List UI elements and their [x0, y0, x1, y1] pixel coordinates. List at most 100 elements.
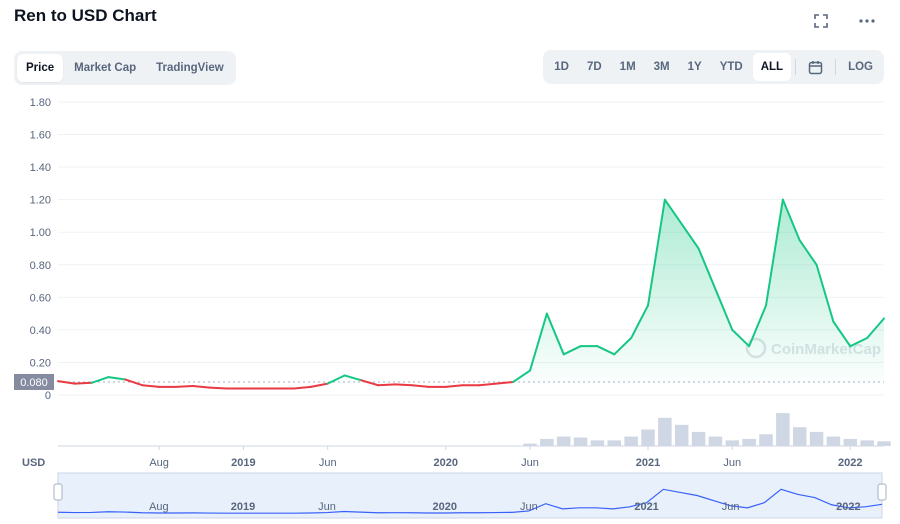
volume-bar — [658, 417, 672, 446]
header-actions — [810, 10, 878, 32]
navigator-line — [57, 488, 883, 514]
tab-tradingview[interactable]: TradingView — [156, 62, 224, 74]
volume-bar — [826, 436, 841, 446]
range-1d[interactable]: 1D — [554, 61, 569, 73]
volume-bar — [742, 438, 756, 446]
price-line-segment — [326, 374, 346, 385]
navigator-label: 2019 — [231, 501, 255, 513]
navigator-label: Aug — [149, 501, 169, 513]
volume-bar — [792, 427, 807, 446]
navigator-label: 2021 — [634, 501, 658, 513]
range-3m[interactable]: 3M — [653, 61, 670, 73]
tab-price[interactable]: Price — [17, 54, 64, 82]
x-tick-label: 2022 — [838, 457, 862, 469]
price-line-segment — [596, 345, 616, 356]
volume-bar — [843, 438, 858, 446]
y-tick-label: 1.40 — [30, 162, 51, 174]
price-line-segment — [394, 383, 413, 387]
price-line-segment — [175, 385, 194, 388]
price-line-segment — [765, 198, 784, 307]
navigator-handle-left — [53, 483, 63, 501]
price-line-segment — [73, 381, 93, 385]
reference-badge — [14, 373, 54, 390]
volume-bar — [708, 436, 723, 446]
navigator-label: Jun — [520, 501, 538, 513]
chart-type-tabs: Price Market Cap TradingView — [14, 51, 236, 85]
range-ytd[interactable]: YTD — [719, 61, 743, 73]
y-tick-label: 1.20 — [30, 195, 51, 207]
y-tick-label: 0.20 — [30, 357, 51, 369]
volume-bar — [674, 424, 689, 446]
price-line-segment — [293, 385, 312, 390]
price-line-segment — [57, 380, 76, 385]
price-chart[interactable]: 1.801.601.401.201.000.800.600.400.200Coi… — [0, 92, 900, 470]
range-divider-2 — [835, 59, 837, 75]
price-line-segment — [680, 223, 700, 250]
x-tick-label: Aug — [149, 457, 169, 469]
price-line-segment — [107, 376, 127, 381]
navigator-window — [57, 472, 883, 519]
navigator-label: Jun — [318, 501, 336, 513]
time-range-selector: 1D 7D 1M 3M 1Y YTD ALL LOG — [543, 50, 884, 84]
x-tick-label: Jun — [723, 457, 741, 469]
tab-market-cap[interactable]: Market Cap — [74, 62, 137, 74]
y-tick-label: 1.60 — [30, 130, 51, 142]
price-line-segment — [191, 385, 211, 389]
price-line-segment — [90, 376, 110, 384]
range-divider — [795, 59, 797, 75]
price-line-segment — [815, 263, 835, 323]
navigator-label: Jun — [722, 501, 740, 513]
log-scale-button[interactable]: LOG — [848, 61, 873, 73]
x-tick-label: Jun — [521, 457, 539, 469]
price-line-segment — [697, 247, 717, 291]
expand-icon[interactable] — [810, 10, 832, 32]
volume-bar — [556, 436, 571, 446]
volume-bar — [860, 440, 874, 446]
range-1m[interactable]: 1M — [619, 61, 636, 73]
calendar-button[interactable] — [800, 53, 831, 81]
price-line-segment — [208, 386, 228, 390]
volume-bar — [776, 413, 790, 446]
price-line-segment — [798, 239, 818, 266]
price-line-segment — [832, 320, 852, 348]
price-line-segment — [309, 382, 329, 388]
navigator-label: 2022 — [836, 501, 860, 513]
range-all[interactable]: ALL — [752, 53, 792, 81]
price-line-segment — [663, 198, 683, 226]
volume-bar — [540, 438, 554, 446]
price-line-segment — [613, 337, 633, 356]
x-tick-label: 2021 — [636, 457, 660, 469]
x-tick-label: 2020 — [433, 457, 457, 469]
volume-bar — [725, 440, 740, 446]
more-dots-icon[interactable] — [856, 10, 878, 32]
volume-bar — [759, 434, 773, 446]
reference-label: 0.080 — [20, 377, 48, 389]
x-tick-label: 2019 — [231, 457, 255, 469]
calendar-icon — [808, 60, 823, 74]
price-line-segment — [141, 384, 161, 388]
y-tick-label: 0.40 — [30, 325, 51, 337]
volume-bar — [607, 440, 622, 446]
price-line-segment — [748, 304, 767, 348]
x-tick-label: Jun — [319, 457, 337, 469]
price-line-segment — [512, 369, 531, 383]
price-line-segment — [377, 383, 397, 387]
range-navigator[interactable]: Aug 2019 Jun 2020 Jun 2021 Jun 2022 — [0, 470, 900, 524]
price-line-segment — [647, 198, 666, 307]
volume-bar — [691, 431, 706, 446]
price-line-segment — [495, 380, 515, 385]
price-line-segment — [529, 312, 548, 372]
page-title: Ren to USD Chart — [14, 6, 157, 25]
navigator-label: 2020 — [433, 501, 457, 513]
y-tick-label: 1.00 — [30, 227, 51, 239]
price-line-segment — [444, 384, 464, 388]
price-line-segment — [731, 328, 751, 348]
volume-bar — [523, 443, 537, 446]
range-1y[interactable]: 1Y — [687, 61, 702, 73]
range-7d[interactable]: 7D — [586, 61, 602, 73]
price-line-segment — [849, 337, 869, 348]
price-line-segment — [124, 378, 144, 387]
navigator-handle-right — [877, 483, 887, 501]
price-line-segment — [343, 374, 363, 382]
price-line-segment — [630, 304, 649, 340]
